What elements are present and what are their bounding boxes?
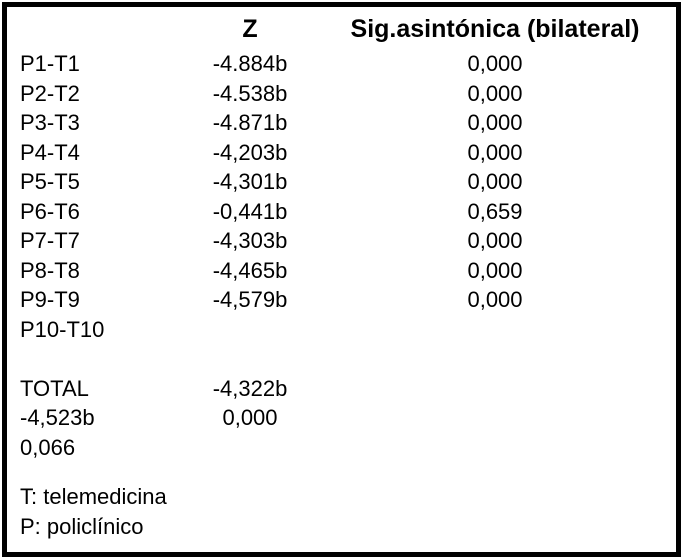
overflow-sig-value: 0,000: [222, 405, 278, 430]
pair-label: P1-T1: [20, 51, 80, 76]
z-value: -4.884b: [212, 51, 288, 76]
z-value: -4,303b: [212, 228, 288, 253]
overflow-row: 0,066: [20, 433, 676, 463]
total-z-value: -4,322b: [212, 375, 288, 401]
sig-value: 0,000: [467, 257, 523, 283]
table-row: P10-T10: [20, 315, 676, 345]
z-value: -4.871b: [212, 110, 288, 135]
header-z: Z: [242, 15, 258, 43]
pair-label: P7-T7: [20, 228, 80, 253]
footnote-telemedicina: T: telemedicina: [20, 484, 167, 509]
overflow-row: -4,523b 0,000: [20, 403, 676, 433]
pair-label: P6-T6: [20, 198, 80, 224]
total-row: TOTAL -4,322b: [20, 374, 676, 404]
header-sig: Sig.asintónica (bilateral): [350, 15, 640, 43]
pair-label: P3-T3: [20, 110, 80, 135]
z-value: -4.538b: [212, 80, 288, 106]
sig-value: 0,000: [467, 287, 523, 312]
z-value: [185, 315, 315, 345]
table-row: P5-T5 -4,301b 0,000: [20, 167, 676, 197]
table-row: P6-T6 -0,441b 0,659: [20, 197, 676, 227]
footnotes: T: telemedicina P: policlínico: [20, 482, 676, 541]
z-value: -4,203b: [212, 139, 288, 165]
table-row: P1-T1 -4.884b 0,000: [20, 49, 676, 79]
table-row: P4-T4 -4,203b 0,000: [20, 138, 676, 168]
pair-label: P5-T5: [20, 169, 80, 194]
sig-value: 0,000: [467, 51, 523, 76]
overflow-sig-value: 0,066: [20, 434, 76, 460]
sig-value: 0,659: [467, 198, 523, 224]
sig-value: 0,000: [467, 139, 523, 165]
pair-label: P9-T9: [20, 287, 80, 312]
sig-value: [315, 315, 675, 345]
header-pair: [20, 9, 185, 49]
table-row: P3-T3 -4.871b 0,000: [20, 108, 676, 138]
sig-value: 0,000: [467, 169, 523, 194]
sig-value: 0,000: [467, 110, 523, 135]
z-value: -4,465b: [212, 257, 288, 283]
blank-row: [20, 344, 676, 374]
table-row: P9-T9 -4,579b 0,000: [20, 285, 676, 315]
table-header-row: Z Sig.asintónica (bilateral): [20, 9, 676, 49]
table-row: P8-T8 -4,465b 0,000: [20, 256, 676, 286]
table-row: P2-T2 -4.538b 0,000: [20, 79, 676, 109]
z-value: -0,441b: [212, 198, 288, 224]
overflow-z-value: -4,523b: [20, 405, 95, 430]
pair-label: P2-T2: [20, 80, 80, 106]
total-label: TOTAL: [20, 375, 89, 401]
pair-label: P10-T10: [20, 316, 105, 342]
total-sig-value: [315, 374, 675, 404]
sig-value: 0,000: [467, 80, 523, 106]
pair-label: P8-T8: [20, 257, 80, 283]
z-value: -4,579b: [212, 287, 288, 312]
pair-label: P4-T4: [20, 139, 80, 165]
z-value: -4,301b: [212, 169, 288, 194]
table-row: P7-T7 -4,303b 0,000: [20, 226, 676, 256]
footnote-policlinico: P: policlínico: [20, 513, 144, 539]
sig-value: 0,000: [467, 228, 523, 253]
